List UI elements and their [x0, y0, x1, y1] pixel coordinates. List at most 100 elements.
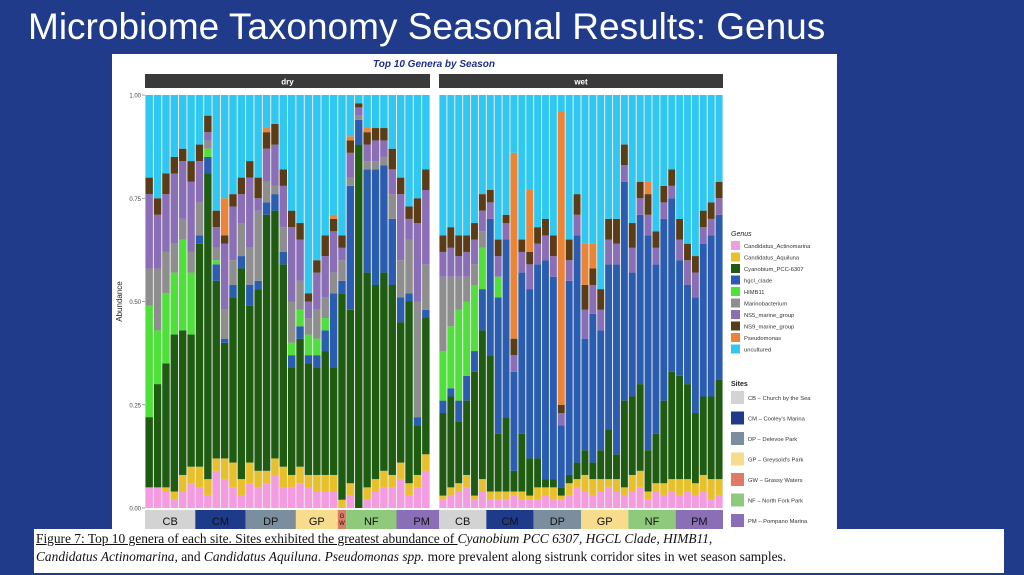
y-tick-label: 0.25: [129, 403, 141, 409]
bar-segment: [195, 487, 204, 508]
bar-segment: [246, 305, 254, 463]
bar-segment: [707, 396, 715, 480]
bar-segment: [304, 334, 313, 356]
bar-segment: [565, 483, 573, 496]
bar-segment: [321, 351, 329, 475]
facet-strip: [145, 74, 430, 88]
bar-segment: [439, 495, 447, 500]
bar-segment: [321, 235, 329, 257]
bar-segment: [396, 479, 405, 508]
bar-segment: [439, 499, 447, 508]
bar-segment: [557, 487, 565, 496]
bar-segment: [313, 95, 321, 261]
bar-segment: [153, 384, 162, 488]
bar-segment: [526, 495, 534, 500]
genus-legend-label: Pseudomonas: [744, 336, 781, 342]
bar-segment: [534, 487, 542, 500]
bar-segment: [565, 95, 573, 240]
bar-segment: [447, 388, 455, 397]
bar-segment: [237, 495, 246, 508]
site-bar-label: CM: [212, 516, 229, 528]
bar-segment: [388, 95, 396, 149]
bar-segment: [668, 371, 676, 480]
bar-segment: [455, 491, 463, 508]
bar-segment: [471, 264, 478, 285]
site-bar-gp: [295, 510, 338, 530]
bar-segment: [620, 495, 628, 508]
bar-segment: [405, 95, 413, 207]
bar-segment: [220, 198, 229, 236]
bar-segment: [262, 95, 271, 129]
site-bar-label: CM: [501, 516, 518, 528]
bar-segment: [162, 95, 170, 174]
bar-segment: [549, 487, 557, 500]
bar-segment: [447, 396, 455, 488]
bar-segment: [254, 487, 262, 508]
bar-segment: [660, 400, 668, 484]
bar-segment: [557, 95, 565, 112]
bar-segment: [355, 119, 363, 145]
bar-segment: [279, 466, 287, 488]
bar-segment: [413, 474, 422, 488]
bar-segment: [380, 470, 388, 488]
bar-segment: [715, 214, 723, 380]
bar-segment: [338, 247, 346, 261]
bar-segment: [413, 301, 422, 418]
bar-segment: [620, 487, 628, 496]
bar-segment: [313, 474, 321, 492]
site-bar-label-part: G: [340, 514, 345, 520]
bar-segment: [581, 338, 589, 451]
bar-segment: [581, 284, 589, 310]
bar-segment: [246, 483, 254, 508]
bar-segment: [573, 194, 581, 215]
bar-segment: [204, 479, 212, 496]
bar-segment: [212, 95, 220, 211]
bar-segment: [246, 284, 254, 306]
site-bar-label-part: W: [339, 521, 345, 527]
facet-label-wet: wet: [573, 78, 588, 87]
bar-segment: [170, 243, 179, 273]
bar-segment: [262, 128, 271, 133]
bar-segment: [405, 495, 413, 508]
bar-segment: [288, 355, 296, 368]
bar-segment: [628, 491, 636, 508]
bar-segment: [422, 454, 430, 471]
bar-segment: [652, 483, 660, 492]
bar-segment: [463, 276, 471, 302]
bar-segment: [565, 495, 573, 508]
bar-segment: [396, 322, 405, 463]
site-bar-dp: [245, 510, 296, 530]
bar-segment: [371, 95, 380, 129]
caption-italic-aquiluna: Candidatus Aquiluna: [203, 549, 318, 564]
bar-segment: [628, 223, 636, 248]
bar-segment: [478, 194, 486, 211]
bar-segment: [652, 433, 660, 484]
bar-segment: [405, 239, 413, 294]
genus-legend-swatch: [731, 333, 740, 342]
bar-segment: [676, 495, 684, 508]
bar-segment: [254, 210, 262, 281]
bar-segment: [486, 355, 494, 492]
bar-segment: [597, 289, 605, 310]
bar-segment: [179, 330, 187, 475]
bar-segment: [652, 491, 660, 508]
bar-segment: [439, 351, 447, 401]
bar-segment: [422, 470, 430, 508]
bar-segment: [321, 318, 329, 331]
bar-segment: [413, 487, 422, 508]
site-bar-label: NF: [364, 516, 379, 528]
bar-segment: [262, 148, 271, 182]
bar-segment: [471, 95, 478, 224]
bar-segment: [699, 243, 707, 397]
bar-segment: [329, 293, 338, 368]
bar-segment: [478, 479, 486, 492]
bar-segment: [254, 95, 262, 178]
site-bar-cm: [195, 510, 246, 530]
bar-segment: [304, 474, 313, 488]
bar-segment: [494, 297, 502, 434]
bar-segment: [581, 95, 589, 244]
bar-segment: [668, 95, 676, 170]
bar-segment: [494, 499, 502, 508]
bar-segment: [179, 239, 187, 331]
bar-segment: [471, 284, 478, 352]
